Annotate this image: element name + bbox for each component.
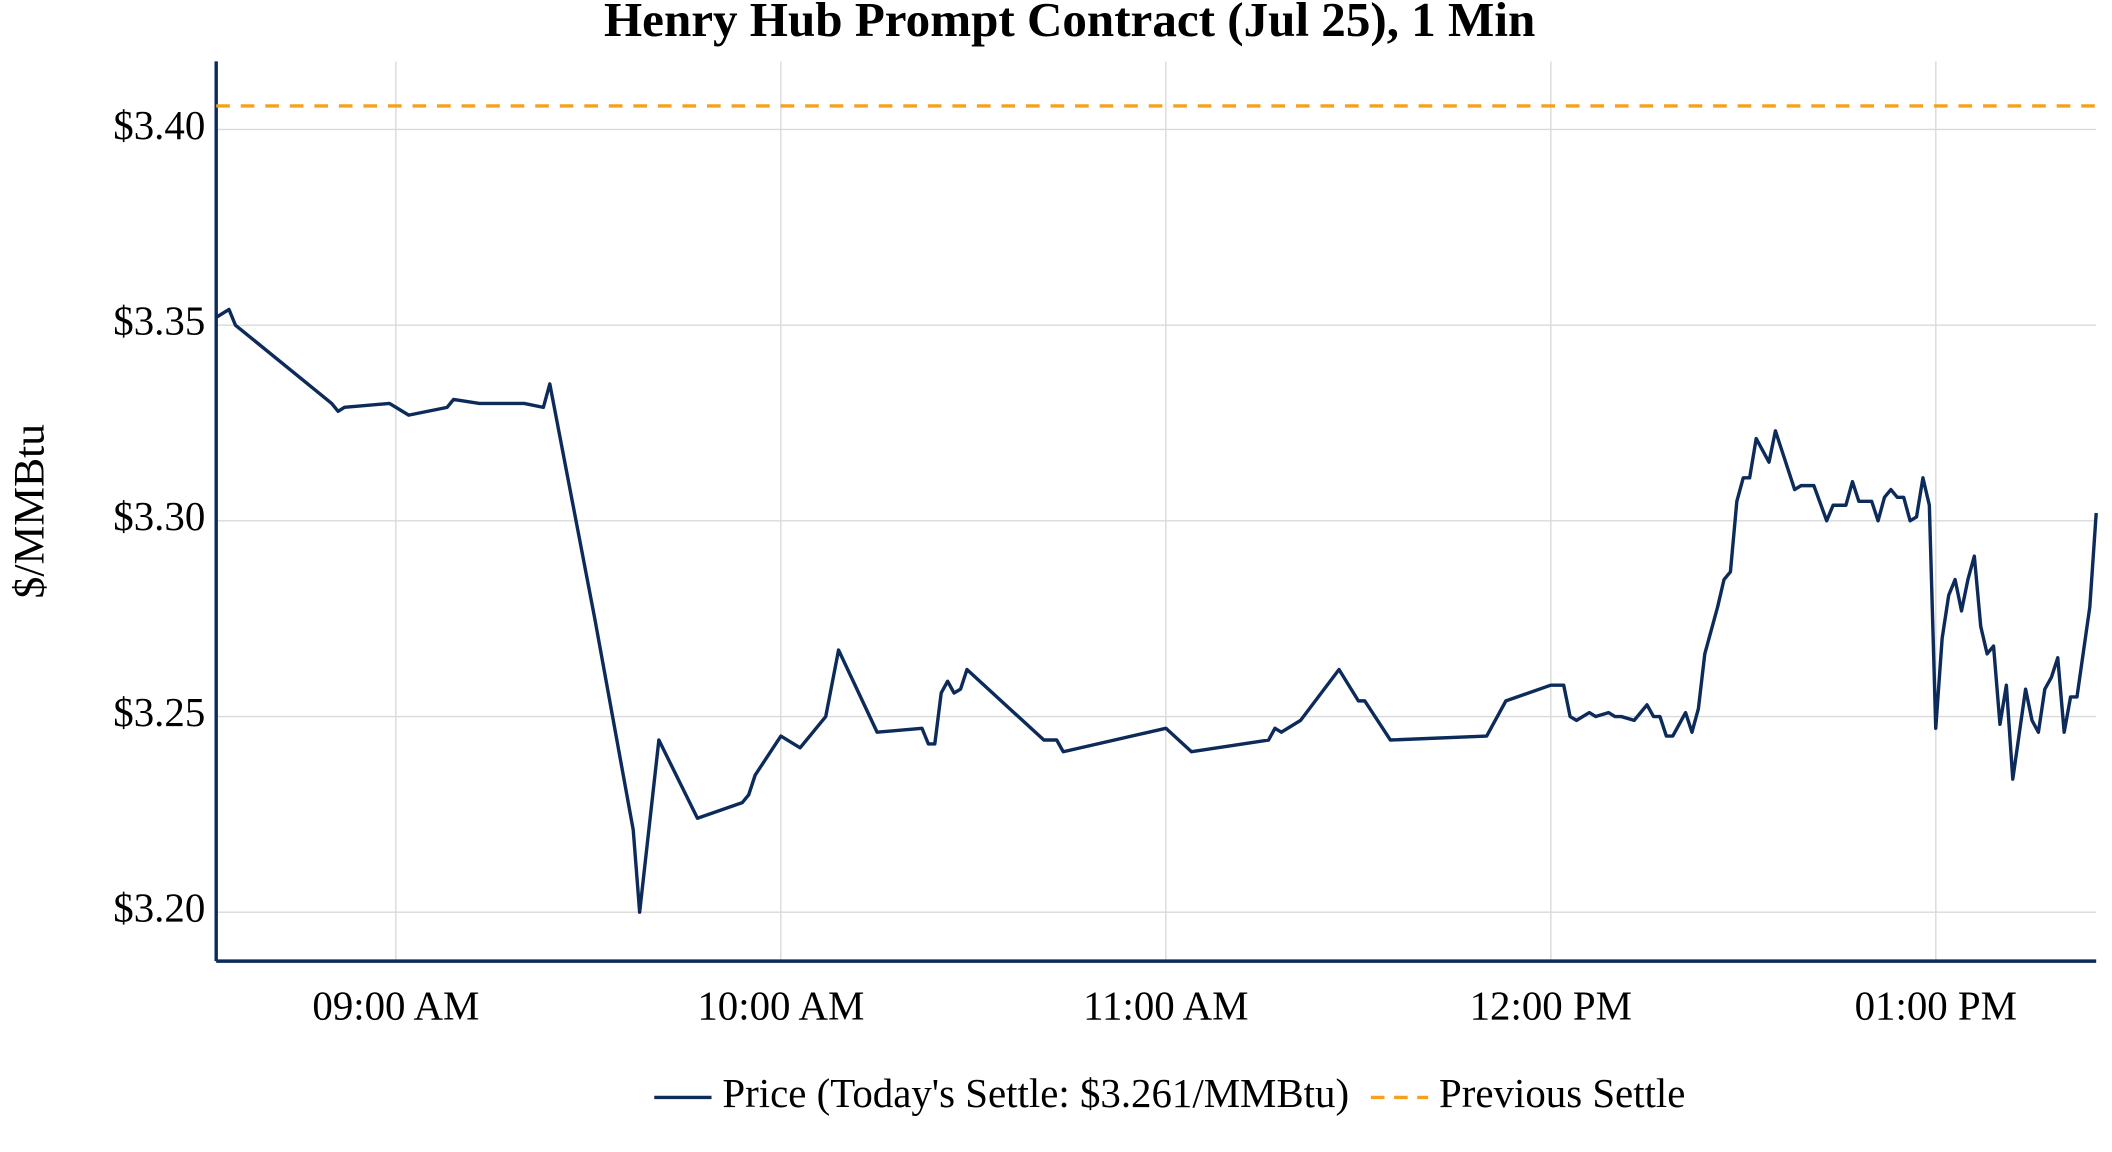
y-tick-label: $3.35 [113, 299, 205, 344]
y-tick-label: $3.25 [113, 690, 205, 735]
price-line [215, 307, 2098, 914]
y-tick-label: $3.20 [113, 886, 205, 931]
y-axis-label: $/MMBtu [6, 424, 54, 599]
x-tick-label: 09:00 AM [312, 984, 479, 1029]
legend-label: Price (Today's Settle: $3.261/MMBtu) [722, 1071, 1349, 1116]
y-tick-label: $3.40 [113, 103, 205, 148]
y-tick-label: $3.30 [113, 494, 205, 539]
chart-title: Henry Hub Prompt Contract (Jul 25), 1 Mi… [604, 0, 1535, 47]
x-tick-label: 10:00 AM [697, 984, 864, 1029]
x-tick-label: 11:00 AM [1083, 984, 1248, 1029]
legend-label: Previous Settle [1439, 1071, 1685, 1116]
x-tick-label: 12:00 PM [1470, 984, 1632, 1029]
x-tick-label: 01:00 PM [1855, 984, 2017, 1029]
